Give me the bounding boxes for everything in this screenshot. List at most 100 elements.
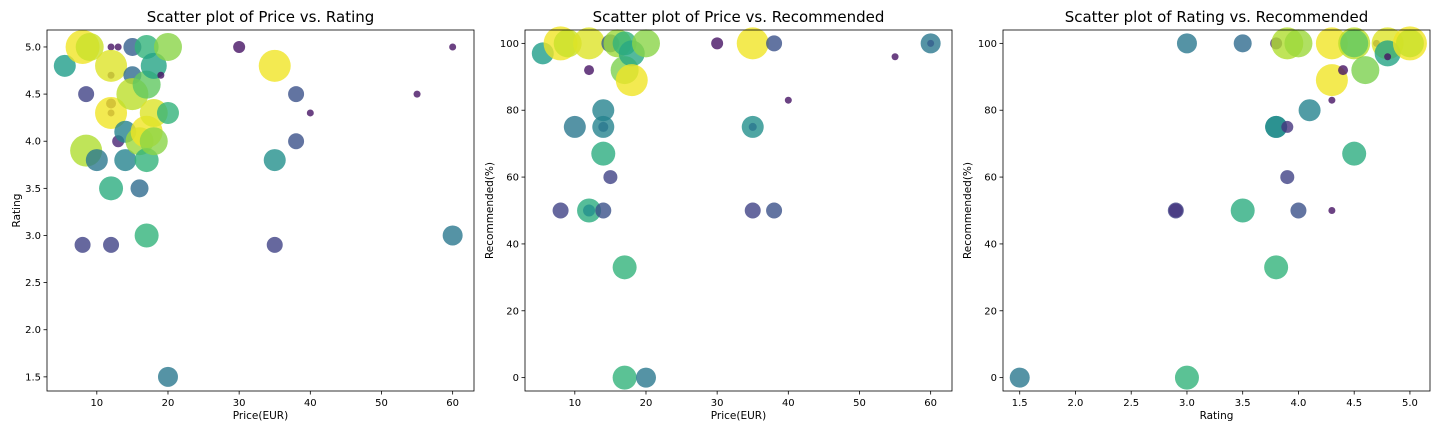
scatter-point [85,149,108,172]
x-tick-label: 40 [304,398,317,409]
scatter-point [1298,99,1321,122]
y-tick-label: 40 [506,239,519,250]
y-tick-label: 60 [984,173,997,184]
scatter-point [552,202,569,219]
scatter-point [563,115,586,138]
scatter-point [1230,198,1255,223]
scatter-point [103,236,120,253]
y-tick-label: 3.0 [25,231,41,242]
scatter-points [53,29,463,387]
scatter-point [1315,27,1348,60]
chart-title: Scatter plot of Price vs. Rating [147,8,375,26]
y-axis-label: Recommended(%) [484,162,496,259]
plot-frame [46,29,475,392]
x-tick-label: 50 [853,398,866,409]
scatter-point [53,54,76,77]
scatter-point [615,64,648,97]
y-axis-label: Recommended(%) [962,162,974,259]
scatter-point [1264,255,1289,280]
scatter-point [74,236,91,253]
scatter-point [288,86,305,103]
scatter-point [1290,202,1307,219]
y-tick-label: 4.5 [25,90,41,101]
scatter-point [95,49,128,82]
scatter-point [612,365,637,390]
scatter-point [631,29,660,58]
scatter-point [107,43,115,51]
y-tick-label: 0 [513,373,519,384]
scatter-point [157,366,178,387]
y-tick-label: 5.0 [25,42,41,53]
scatter-point [1174,365,1199,390]
scatter-point [1328,96,1336,104]
x-tick-label: 4.5 [1346,398,1362,409]
scatter-point [573,27,606,60]
scatter-point [153,32,182,61]
scatter-point [603,170,618,185]
scatter-point [584,65,595,76]
scatter-point [592,99,615,122]
x-tick-label: 30 [711,398,724,409]
x-axis-label: Price(EUR) [711,410,766,422]
scatter-point [1342,141,1367,166]
scatter-point [1328,207,1336,214]
scatter-panel-1: 10 20 30 40 50 60 1.5 2.0 2.5 3.0 3.5 4.0 4.5 5.0 Scat… [11,8,475,422]
scatter-point [766,35,783,52]
y-tick-label: 0 [991,373,997,384]
scatter-panel-2: 10 20 30 40 50 60 0 20 40 60 80 100 Scatter plot of … [484,8,953,422]
y-tick-label: 40 [984,239,997,250]
scatter-point [134,223,159,248]
x-tick-label: 60 [924,398,937,409]
scatter-point [1009,367,1030,388]
scatter-point [1281,120,1294,133]
scatter-point [156,101,179,124]
scatter-point [306,109,314,117]
scatter-point [1168,203,1183,218]
scatter-point [263,149,286,172]
scatter-point [266,236,283,253]
scatter-point [130,179,149,198]
y-tick-label: 80 [506,106,519,117]
scatter-point [1176,33,1197,54]
scatter-point [1280,170,1295,185]
x-tick-label: 3.5 [1235,398,1251,409]
x-tick-label: 50 [375,398,388,409]
x-tick-label: 1.5 [1012,398,1028,409]
scatter-point [95,96,128,129]
plot-frame [524,29,953,392]
scatter-panel-3: 1.5 2.0 2.5 3.0 3.5 4.0 4.5 5.0 0 20 40 60 80 100 Scat… [962,8,1431,422]
scatter-point [114,149,137,172]
x-axis-label: Price(EUR) [233,410,288,422]
scatter-point [766,202,783,219]
scatter-point [1384,53,1392,61]
x-tick-label: 3.0 [1179,398,1195,409]
x-tick-label: 20 [162,398,175,409]
scatter-point [711,37,724,50]
scatter-point [784,96,792,104]
scatter-point [99,176,124,201]
y-tick-label: 20 [506,306,519,317]
scatter-point [635,367,656,388]
y-tick-label: 1.5 [25,372,41,383]
plot-frame [1002,29,1431,392]
y-axis-label: Rating [11,194,23,228]
scatter-point [744,202,761,219]
x-tick-label: 10 [90,398,103,409]
y-tick-label: 2.0 [25,325,41,336]
scatter-point [1265,115,1288,138]
scatter-point [1395,29,1424,58]
scatter-point [591,141,616,166]
scatter-point [233,40,246,53]
scatter-point [1338,65,1349,76]
scatter-point [891,53,899,61]
x-tick-label: 2.0 [1068,398,1084,409]
scatter-point [598,121,609,132]
scatter-point [748,122,757,131]
scatter-point [736,27,769,60]
scatter-point [75,32,104,61]
scatter-point [927,39,935,47]
y-tick-label: 80 [984,106,997,117]
scatter-point [258,49,291,82]
scatter-point [114,43,122,51]
